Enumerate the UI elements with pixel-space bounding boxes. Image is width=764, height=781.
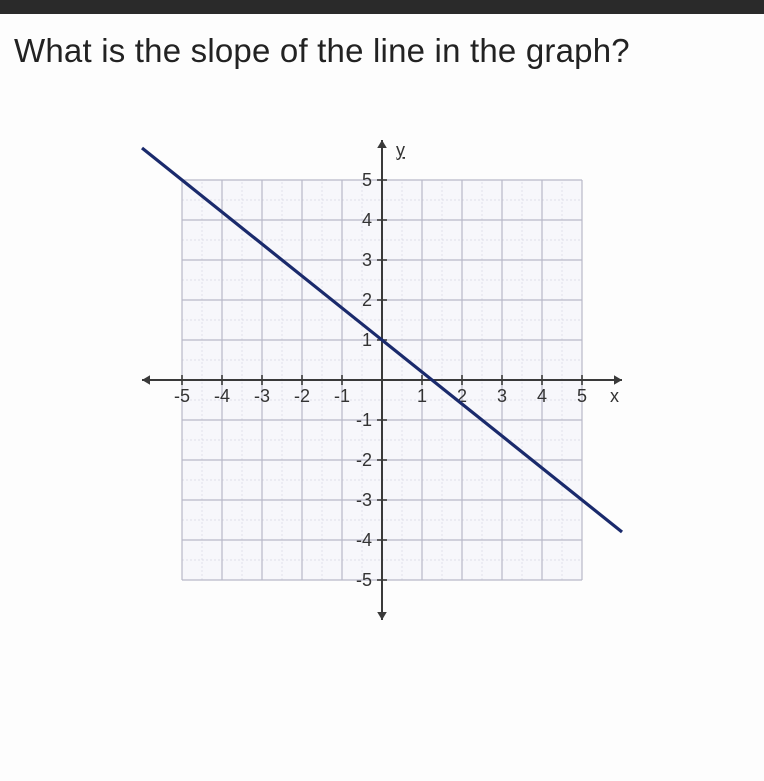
y-tick-label: 5 — [362, 170, 372, 190]
x-tick-label: 1 — [417, 386, 427, 406]
axis-arrow-icon — [377, 612, 387, 620]
y-tick-label: -1 — [356, 410, 372, 430]
y-tick-label: 2 — [362, 290, 372, 310]
x-tick-label: -2 — [294, 386, 310, 406]
y-axis-label: y — [396, 140, 405, 160]
x-axis-label: x — [610, 386, 619, 406]
y-tick-label: 3 — [362, 250, 372, 270]
chart-container: -5-4-3-2-112345-5-4-3-2-112345yx — [14, 100, 750, 660]
content-area: What is the slope of the line in the gra… — [0, 14, 764, 660]
axis-arrow-icon — [614, 375, 622, 385]
x-tick-label: 5 — [577, 386, 587, 406]
axis-arrow-icon — [142, 375, 150, 385]
x-tick-label: -3 — [254, 386, 270, 406]
x-tick-label: -5 — [174, 386, 190, 406]
graph-plot: -5-4-3-2-112345-5-4-3-2-112345yx — [122, 100, 642, 660]
top-bar — [0, 0, 764, 14]
x-tick-label: 4 — [537, 386, 547, 406]
y-tick-label: 4 — [362, 210, 372, 230]
y-tick-label: -4 — [356, 530, 372, 550]
axis-arrow-icon — [377, 140, 387, 148]
y-tick-label: -5 — [356, 570, 372, 590]
x-tick-label: -1 — [334, 386, 350, 406]
y-tick-label: 1 — [362, 330, 372, 350]
y-tick-label: -2 — [356, 450, 372, 470]
x-tick-label: 3 — [497, 386, 507, 406]
question-text: What is the slope of the line in the gra… — [14, 32, 750, 70]
y-tick-label: -3 — [356, 490, 372, 510]
x-tick-label: -4 — [214, 386, 230, 406]
